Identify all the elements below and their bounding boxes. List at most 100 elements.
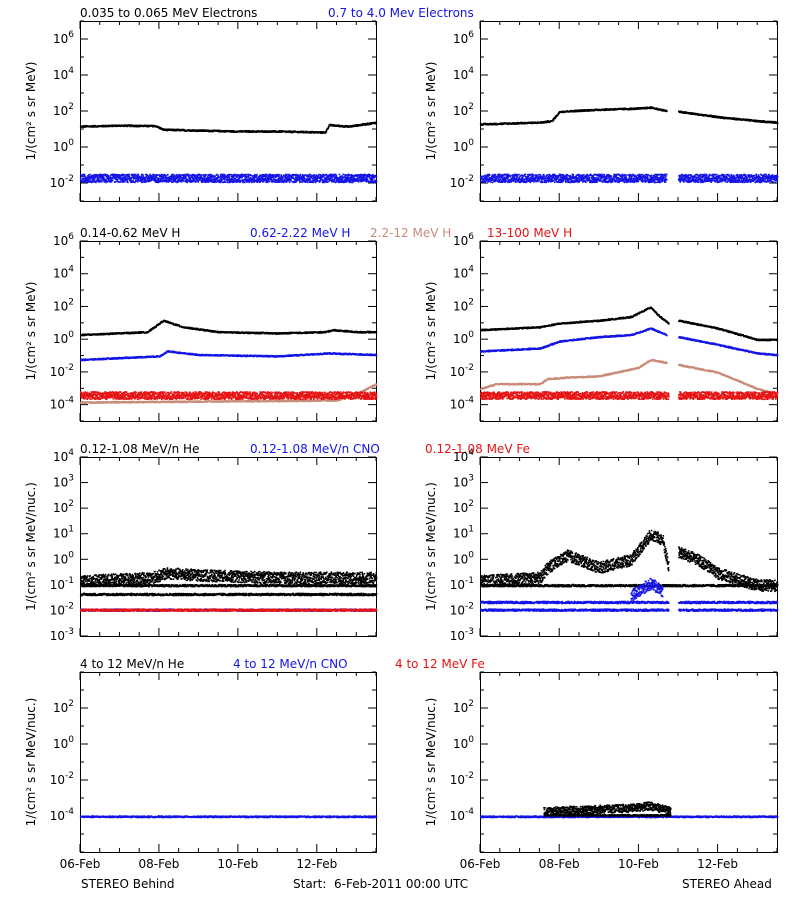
data-point [507, 178, 509, 180]
data-point [205, 182, 207, 184]
y-tick-label: 10-2 [450, 174, 474, 190]
data-point [151, 175, 153, 177]
data-point [146, 175, 148, 177]
data-point [126, 180, 128, 182]
data-point [209, 177, 211, 179]
data-point [285, 175, 287, 177]
data-point [342, 180, 344, 182]
data-point [201, 174, 203, 176]
data-point [518, 174, 520, 176]
data-point [212, 179, 214, 181]
data-point [339, 174, 341, 176]
data-point [540, 174, 542, 176]
data-point [156, 176, 158, 178]
data-point [177, 181, 179, 183]
data-point [282, 177, 284, 179]
data-point [344, 174, 346, 176]
data-point [309, 179, 311, 181]
data-point [233, 181, 235, 183]
data-point [513, 181, 515, 183]
data-point [205, 176, 207, 178]
data-point [515, 181, 517, 183]
data-point [777, 123, 779, 125]
y-tick-label: 102 [453, 102, 474, 118]
data-point [279, 174, 281, 176]
data-point [256, 174, 258, 176]
data-point [295, 175, 297, 177]
series-black [480, 106, 778, 126]
data-point [112, 180, 114, 182]
data-point [603, 181, 605, 183]
data-point [266, 175, 268, 177]
data-point [339, 181, 341, 183]
data-point [195, 181, 197, 183]
data-point [376, 176, 378, 178]
data-point [344, 182, 346, 184]
data-point [522, 177, 524, 179]
data-point [576, 181, 578, 183]
y-tick-label: 100 [453, 138, 474, 154]
data-point [612, 181, 614, 183]
data-point [371, 176, 373, 178]
data-point [304, 177, 306, 179]
data-point [525, 174, 527, 176]
data-point [198, 181, 200, 183]
y-tick-label: 10-2 [50, 174, 74, 190]
data-point [537, 181, 539, 183]
data-point [256, 177, 258, 179]
data-point [224, 179, 226, 181]
data-point [89, 174, 91, 176]
data-point [245, 174, 247, 176]
data-point [510, 175, 512, 177]
data-point [167, 174, 169, 176]
data-point [553, 177, 555, 179]
data-point [489, 174, 491, 176]
data-point [183, 180, 185, 182]
data-point [101, 181, 103, 183]
data-point [556, 179, 558, 181]
data-point [132, 180, 134, 182]
data-point [308, 175, 310, 177]
data-point [106, 181, 108, 183]
data-point [573, 174, 575, 176]
data-point [326, 130, 328, 132]
data-point [528, 177, 530, 179]
data-point [111, 181, 113, 183]
data-point [263, 181, 265, 183]
data-point [221, 178, 223, 180]
data-point [369, 178, 371, 180]
data-point [225, 182, 227, 184]
data-point [250, 175, 252, 177]
series-blue [80, 174, 378, 184]
data-point [94, 179, 96, 181]
data-point [548, 176, 550, 178]
series-blue [480, 174, 778, 184]
data-point [212, 177, 214, 179]
y-tick-label: 104 [453, 66, 474, 82]
data-point [490, 181, 492, 183]
data-point [313, 182, 315, 184]
y-tick-label: 100 [53, 138, 74, 154]
data-point [211, 174, 213, 176]
data-point [260, 174, 262, 176]
data-point [333, 181, 335, 183]
data-point [124, 174, 126, 176]
data-point [494, 174, 496, 176]
data-point [241, 175, 243, 177]
data-point [218, 175, 220, 177]
data-point [486, 176, 488, 178]
data-point [327, 181, 329, 183]
data-point [284, 181, 286, 183]
data-point [614, 180, 616, 182]
data-point [516, 177, 518, 179]
data-point [227, 182, 229, 184]
data-point [164, 174, 166, 176]
data-point [185, 174, 187, 176]
data-point [133, 181, 135, 183]
data-point [547, 174, 549, 176]
data-point [595, 177, 597, 179]
data-point [98, 178, 100, 180]
data-point [242, 182, 244, 184]
data-point [267, 182, 269, 184]
data-point [279, 180, 281, 182]
